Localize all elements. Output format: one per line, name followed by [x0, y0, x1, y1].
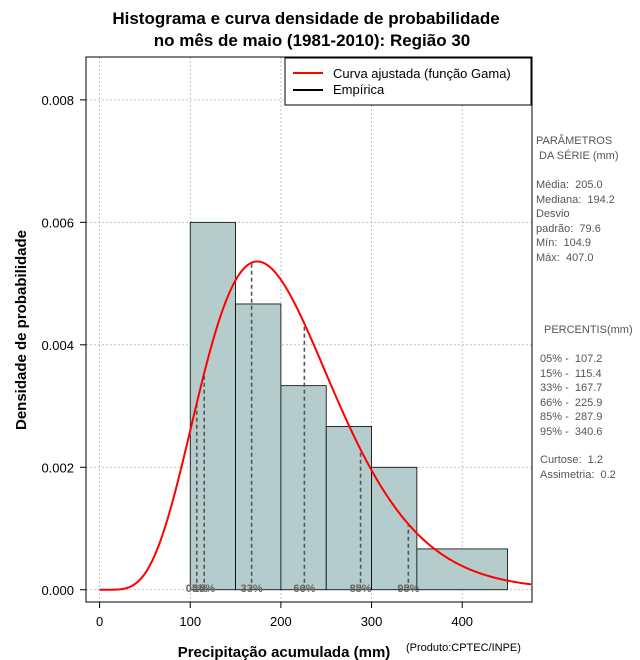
y-tick-label-1: 0.002	[41, 460, 74, 475]
histogram-bar-4	[371, 466, 418, 591]
y-axis-label: Densidade de probabilidade	[13, 230, 30, 430]
histogram-bar-3	[325, 426, 372, 591]
x-axis-label: Precipitação acumulada (mm)	[178, 644, 391, 660]
y-tick-label-3: 0.006	[41, 215, 74, 230]
percentile-label-0: 05%	[186, 583, 208, 595]
y-tick-label-4: 0.008	[41, 93, 74, 108]
legend-label-fitted-curve: Curva ajustada (função Gama)	[333, 66, 511, 81]
x-tick-label-2: 200	[270, 614, 292, 629]
y-tick-label-0: 0.000	[41, 583, 74, 598]
percentile-label-1: 15%	[193, 583, 215, 595]
legend-box	[284, 57, 532, 106]
x-tick-label-0: 0	[96, 614, 103, 629]
axes: 0 100 200 300 400 0.000 0.002 0.004 0.006 0.008	[41, 93, 473, 629]
x-tick-label-4: 400	[451, 614, 473, 629]
percentile-label-3: 66%	[293, 583, 315, 595]
chart-title-line-2: no mês de maio (1981-2010): Região 30	[154, 31, 471, 50]
chart-title-line-1: Histograma e curva densidade de probabil…	[112, 9, 499, 28]
plot-frame	[85, 56, 533, 603]
percentile-label-4: 85%	[350, 583, 372, 595]
histogram-bar-0	[189, 221, 236, 591]
fitted-curve-layer	[99, 260, 532, 591]
percentile-lines: 05%15% 33% 66% 85% 95%	[186, 262, 420, 595]
legend: Curva ajustada (função Gama) Empírica	[284, 57, 532, 106]
legend-label-empirical: Empírica	[333, 82, 385, 97]
histogram-bar-5	[416, 548, 508, 591]
percentiles-title: PERCENTIS(mm)	[544, 324, 633, 336]
x-tick-label-1: 100	[179, 614, 201, 629]
percentile-label-5: 95%	[397, 583, 419, 595]
percentile-label-2: 33%	[241, 583, 263, 595]
shape-stats: Curtose: 1.2 Assimetria: 0.2	[540, 454, 616, 481]
x-tick-label-3: 300	[361, 614, 383, 629]
histogram-bar-1	[235, 303, 282, 591]
product-credit: (Produto:CPTEC/INPE)	[406, 642, 521, 654]
series-stats: Média: 205.0 Mediana: 194.2 Desvio padrã…	[536, 179, 615, 264]
series-params-title: PARÂMETROS DA SÉRIE (mm)	[536, 135, 619, 162]
histogram-bars	[189, 221, 508, 591]
histogram-bar-2	[280, 385, 327, 591]
y-tick-label-2: 0.004	[41, 338, 74, 353]
percentiles-list: 05% - 107.2 15% - 115.4 33% - 167.7 66% …	[540, 353, 603, 438]
fitted-gamma-curve	[99, 260, 532, 591]
